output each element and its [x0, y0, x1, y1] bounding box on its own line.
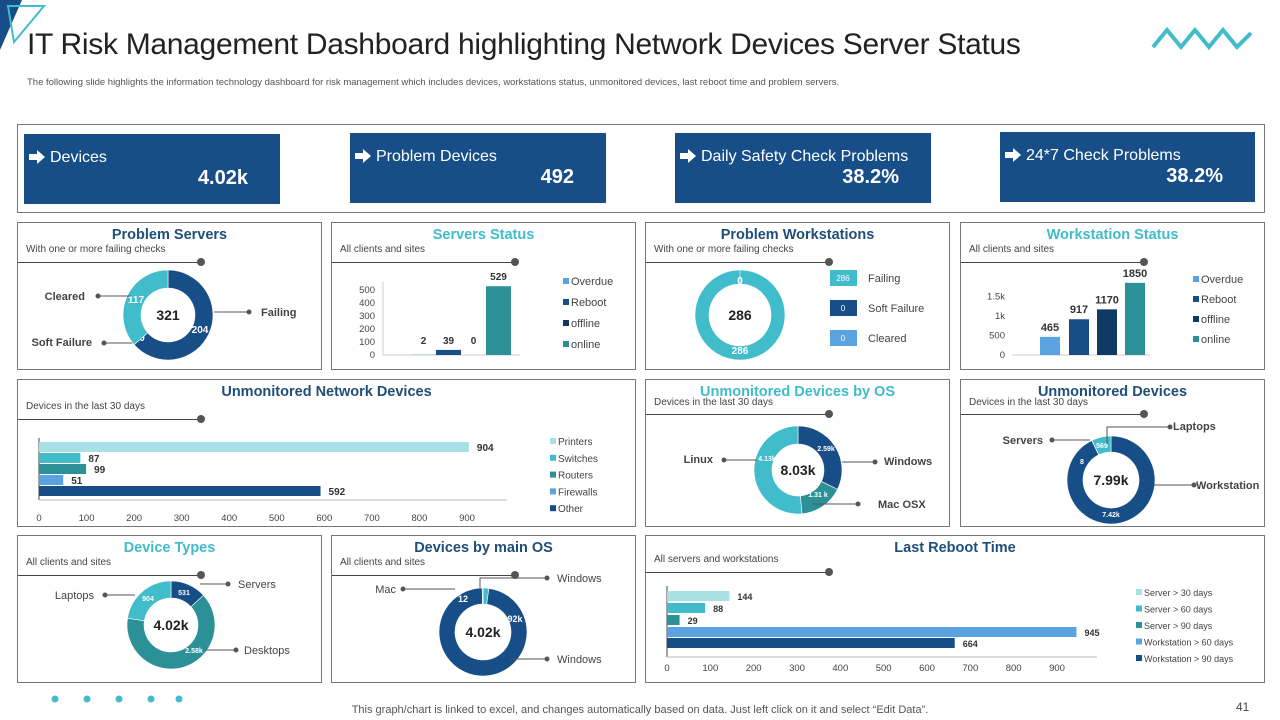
- panel-devices-by-main-os: Devices by main OS All clients and sites: [331, 535, 636, 683]
- divider: [646, 414, 829, 415]
- kpi-strip: [17, 124, 1265, 213]
- kpi-problem-devices: Problem Devices 492: [350, 133, 606, 203]
- panel-title: Unmonitored Devices by OS: [700, 384, 895, 400]
- panel-subtitle: With one or more failing checks: [26, 244, 166, 255]
- arrow-right-icon: [29, 150, 45, 164]
- panel-device-types: Device Types All clients and sites: [17, 535, 322, 683]
- panel-last-reboot-time: Last Reboot Time All servers and worksta…: [645, 535, 1265, 683]
- kpi-value: 38.2%: [1166, 165, 1223, 187]
- panel-unmonitored-devices-by-os: Unmonitored Devices by OS Devices in the…: [645, 379, 950, 527]
- page-title: IT Risk Management Dashboard highlightin…: [27, 28, 1021, 61]
- divider-dot: [825, 258, 833, 266]
- divider-dot: [511, 258, 519, 266]
- footer-note: This graph/chart is linked to excel, and…: [351, 704, 929, 716]
- zigzag-logo-icon: [1151, 26, 1253, 51]
- panel-workstation-status: Workstation Status All clients and sites: [960, 222, 1265, 370]
- kpi-label: Problem Devices: [376, 148, 497, 165]
- panel-title: Devices by main OS: [414, 540, 553, 556]
- divider-dot: [197, 571, 205, 579]
- arrow-right-icon: [1005, 148, 1021, 162]
- kpi-value: 4.02k: [197, 167, 248, 189]
- panel-title: Unmonitored Network Devices: [221, 384, 432, 400]
- divider-dot: [825, 410, 833, 418]
- divider: [332, 575, 515, 576]
- kpi-daily-safety-check: Daily Safety Check Problems 38.2%: [675, 133, 931, 203]
- kpi-label: Daily Safety Check Problems: [701, 148, 909, 165]
- panel-title: Unmonitored Devices: [1037, 384, 1188, 400]
- divider: [18, 262, 201, 263]
- divider: [18, 575, 201, 576]
- kpi-label: Devices: [50, 149, 107, 166]
- panel-subtitle: All servers and workstations: [654, 554, 779, 565]
- kpi-label: 24*7 Check Problems: [1026, 147, 1181, 164]
- panel-subtitle: All clients and sites: [340, 557, 426, 568]
- divider: [646, 572, 829, 573]
- divider-dot: [825, 568, 833, 576]
- panel-subtitle: Devices in the last 30 days: [26, 401, 145, 412]
- divider: [646, 262, 829, 263]
- divider: [18, 419, 201, 420]
- panel-subtitle: Devices in the last 30 days: [969, 397, 1088, 408]
- panel-subtitle: All clients and sites: [26, 557, 112, 568]
- kpi-devices: Devices 4.02k: [24, 134, 280, 204]
- panel-problem-workstations: Problem Workstations With one or more fa…: [645, 222, 950, 370]
- panel-title: Device Types: [123, 540, 216, 556]
- divider-dot: [1140, 258, 1148, 266]
- panel-subtitle: All clients and sites: [969, 244, 1055, 255]
- pagination-dots: [51, 695, 183, 703]
- divider-dot: [197, 258, 205, 266]
- panel-subtitle: Devices in the last 30 days: [654, 397, 773, 408]
- arrow-right-icon: [355, 149, 371, 163]
- panel-subtitle: With one or more failing checks: [654, 244, 794, 255]
- panel-title: Problem Servers: [111, 227, 228, 243]
- panel-unmonitored-devices: Unmonitored Devices Devices in the last …: [960, 379, 1265, 527]
- panel-title: Problem Workstations: [720, 227, 875, 243]
- corner-decoration: [0, 0, 47, 50]
- divider-dot: [1140, 410, 1148, 418]
- panel-title: Workstation Status: [1046, 227, 1179, 243]
- panel-unmonitored-network-devices: Unmonitored Network Devices Devices in t…: [17, 379, 636, 527]
- panel-subtitle: All clients and sites: [340, 244, 426, 255]
- page-number: 41: [1236, 700, 1250, 714]
- arrow-right-icon: [680, 149, 696, 163]
- panel-title: Last Reboot Time: [894, 540, 1016, 556]
- panel-title: Servers Status: [432, 227, 535, 243]
- kpi-24x7-check: 24*7 Check Problems 38.2%: [1000, 132, 1255, 202]
- divider-dot: [197, 415, 205, 423]
- divider: [961, 262, 1144, 263]
- panel-servers-status: Servers Status All clients and sites: [331, 222, 636, 370]
- divider: [332, 262, 515, 263]
- kpi-value: 492: [540, 166, 574, 188]
- kpi-value: 38.2%: [842, 166, 899, 188]
- page-subtitle: The following slide highlights the infor…: [27, 77, 840, 88]
- divider: [961, 414, 1144, 415]
- divider-dot: [511, 571, 519, 579]
- panel-problem-servers: Problem Servers With one or more failing…: [17, 222, 322, 370]
